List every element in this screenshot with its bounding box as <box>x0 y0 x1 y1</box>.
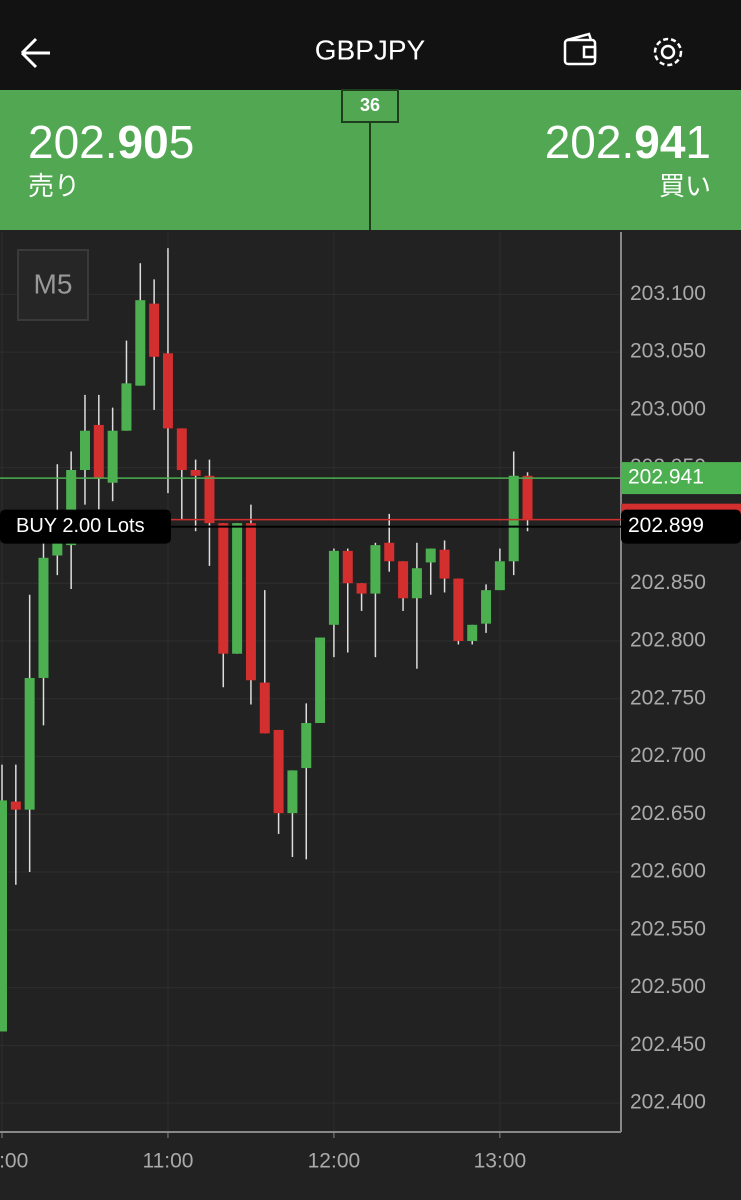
candle-body <box>494 561 505 591</box>
candle-body <box>287 770 298 814</box>
position-label: BUY 2.00 Lots <box>16 515 145 537</box>
y-tick-label: 202.550 <box>630 917 706 940</box>
candle-body <box>121 383 132 431</box>
x-tick-label: 11:00 <box>142 1150 193 1173</box>
candle-body <box>315 637 326 724</box>
x-tick-label: 12:00 <box>308 1150 361 1173</box>
sell-price-big: 90 <box>118 116 169 168</box>
spread-box <box>341 89 399 123</box>
y-tick-label: 202.750 <box>630 686 706 709</box>
candle-body <box>370 545 381 594</box>
candles <box>0 248 533 1032</box>
candle-body <box>107 430 118 483</box>
candle-body <box>522 475 533 520</box>
buy-price: 202.941 <box>545 116 711 168</box>
candle-body <box>467 624 478 641</box>
y-tick-label: 202.450 <box>630 1033 706 1056</box>
chart: 203.100203.050203.000202.950202.900202.8… <box>0 232 741 1173</box>
ask-tag <box>621 462 741 495</box>
candle-body <box>481 590 492 624</box>
sell-price-tail: 5 <box>169 116 195 168</box>
position-price-box <box>621 509 741 544</box>
candle-body <box>79 430 90 470</box>
x-tick-label: 10:00 <box>0 1150 28 1173</box>
position-label-box <box>0 509 171 544</box>
candle-body <box>273 729 284 814</box>
sell-price: 202.905 <box>28 116 194 168</box>
candle-body <box>204 475 215 524</box>
candle-body <box>439 549 450 579</box>
y-tick-label: 202.400 <box>630 1091 706 1114</box>
candle-body <box>162 353 173 429</box>
y-tick-label: 203.000 <box>630 397 706 420</box>
candle-body <box>149 303 160 357</box>
buy-price-tail: 1 <box>685 116 711 168</box>
y-tick-label: 202.650 <box>630 802 706 825</box>
spread: 36 <box>360 95 380 115</box>
y-tick-label: 202.500 <box>630 975 706 998</box>
sell-button[interactable]: 202.905 売り <box>28 116 194 201</box>
ask-price: 202.941 <box>628 466 704 489</box>
x-tick-label: 13:00 <box>474 1150 527 1173</box>
buy-label: 買い <box>659 171 711 201</box>
timeframe: M5 <box>34 268 73 299</box>
candle-body <box>411 568 422 599</box>
candle-body <box>66 469 77 546</box>
wallet-button[interactable] <box>563 32 597 66</box>
top-bar <box>0 0 741 90</box>
candle-body <box>218 523 229 654</box>
position-price: 202.899 <box>628 514 704 537</box>
candle-body <box>508 475 519 562</box>
y-tick-label: 203.100 <box>630 282 706 305</box>
candle-body <box>259 682 270 734</box>
y-tick-label: 203.050 <box>630 340 706 363</box>
candle-body <box>356 583 367 594</box>
candle-body <box>453 578 464 641</box>
settings-button[interactable] <box>653 37 683 67</box>
symbol-title: GBPJPY <box>315 34 426 65</box>
candle-body <box>232 523 243 654</box>
sell-price-head: 202. <box>28 116 118 168</box>
timeframe-box <box>17 249 89 321</box>
candle-body <box>328 550 339 625</box>
candle-body <box>301 723 312 769</box>
buy-button[interactable]: 202.941 買い <box>545 116 711 201</box>
candle-body <box>425 548 436 563</box>
sell-label: 売り <box>28 171 80 201</box>
candle-body <box>24 677 35 810</box>
y-tick-label: 202.700 <box>630 744 706 767</box>
candle-body <box>190 469 201 476</box>
back-button[interactable] <box>20 37 50 69</box>
candle-body <box>0 800 7 1032</box>
candle-body <box>10 801 21 810</box>
candle-body <box>176 428 187 470</box>
buy-price-head: 202. <box>545 116 635 168</box>
y-tick-label: 202.600 <box>630 860 706 883</box>
candle-body <box>38 557 49 678</box>
candle-body <box>342 550 353 584</box>
candle-body <box>135 300 146 386</box>
y-tick-label: 202.850 <box>630 571 706 594</box>
candle-body <box>384 542 395 562</box>
candle-body <box>398 561 409 599</box>
y-tick-label: 202.800 <box>630 629 706 652</box>
candle-body <box>52 539 63 556</box>
buy-price-big: 94 <box>634 116 686 168</box>
candle-body <box>93 424 104 479</box>
candle-body <box>245 523 256 681</box>
